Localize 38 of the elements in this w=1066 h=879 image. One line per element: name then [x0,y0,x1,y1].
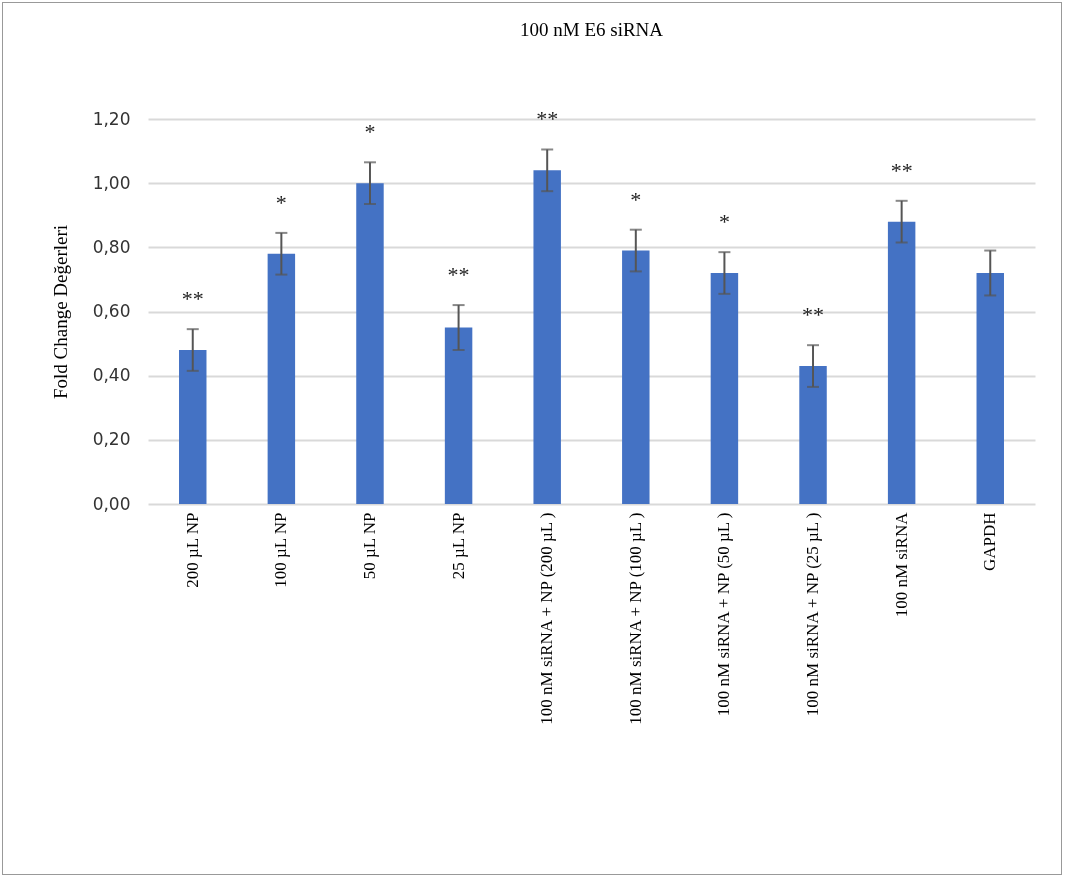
bar [179,350,207,504]
bar [887,221,916,504]
annotation: ** [181,286,204,312]
annotation: ** [890,157,913,183]
y-tick-label: 1,20 [92,108,131,129]
bar [267,253,296,504]
y-tick-label: 0,20 [92,429,131,450]
annotation: * [718,209,730,235]
bar [533,170,561,504]
x-tick-label: 100 µL NP [271,512,291,588]
y-axis-title: Fold Change Değerleri [49,224,71,400]
x-tick-label: 100 nM siRNA + NP (50 µL ) [714,512,734,717]
x-tick-label: 25 µL NP [448,512,468,580]
x-tick-label: 100 nM siRNA + NP (25 µL ) [803,512,823,717]
y-tick-label: 0,00 [92,493,131,514]
annotation: ** [447,262,470,288]
y-tick-label: 0,60 [92,301,131,321]
annotation: * [630,186,642,212]
y-tick-label: 0,40 [92,365,131,386]
x-tick-label: 100 nM siRNA + NP (200 µL ) [537,512,557,725]
bar [356,183,384,504]
annotation: * [275,189,287,215]
x-tick-label: 100 nM siRNA + NP (100 µL ) [625,512,645,725]
bar [622,250,650,504]
bar [710,273,739,504]
annotation: ** [536,106,559,132]
x-tick-label: GAPDH [980,512,1000,572]
x-tick-label: 200 µL NP [182,512,202,588]
y-tick-label: 0,80 [92,236,131,257]
bar [799,366,827,504]
annotation: ** [802,302,825,328]
bar [976,273,1004,504]
chart-title: 100 nM E6 siRNA [519,19,664,41]
bar [444,327,473,504]
x-tick-label: 100 nM siRNA [891,511,911,618]
y-tick-label: 1,00 [92,172,131,193]
x-tick-label: 50 µL NP [359,512,379,580]
annotation: * [364,119,376,145]
